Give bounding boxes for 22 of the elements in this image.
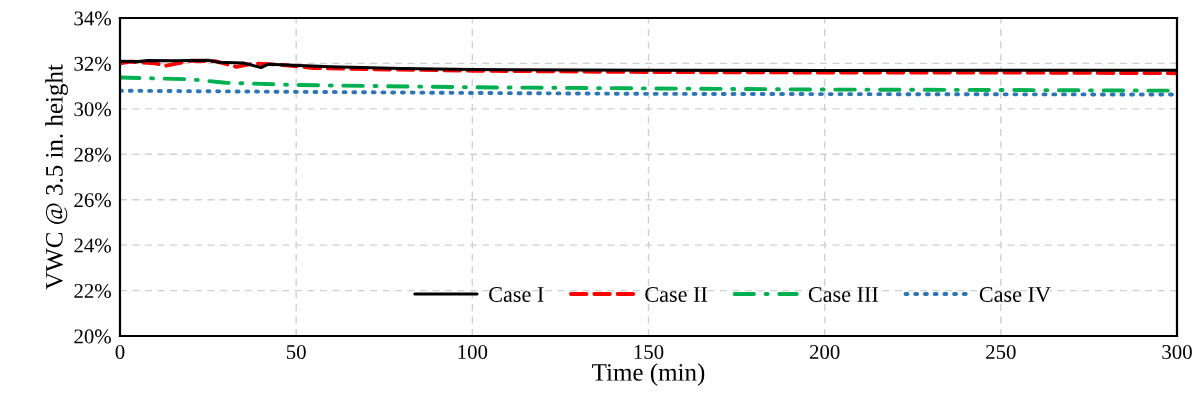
- x-axis-title: Time (min): [592, 363, 705, 386]
- y-tick-label: 30%: [74, 102, 111, 117]
- y-tick-label: 22%: [74, 283, 111, 299]
- x-tick-label: 0: [115, 344, 125, 359]
- y-tick-label: 20%: [74, 329, 111, 344]
- x-tick-label: 200: [809, 344, 840, 359]
- x-tick-label: 250: [986, 344, 1016, 359]
- line-series: [120, 58, 1177, 76]
- y-tick-label: 34%: [74, 11, 111, 26]
- y-tick-label: 32%: [74, 56, 111, 71]
- legend-label: Case I: [489, 287, 544, 302]
- y-axis-title: VWC @ 3.5 in. height: [45, 64, 68, 290]
- x-tick-label: 300: [1162, 344, 1192, 359]
- x-tick-label: 50: [286, 344, 306, 359]
- x-tick-label: 150: [634, 344, 664, 359]
- legend-label: Case III: [808, 287, 879, 302]
- legend-label: Case IV: [979, 287, 1051, 303]
- y-tick-label: 28%: [74, 147, 111, 162]
- y-tick-label: 26%: [74, 193, 111, 208]
- legend-label: Case II: [645, 287, 708, 302]
- x-tick-label: 100: [458, 344, 488, 359]
- y-tick-label: 24%: [74, 238, 111, 253]
